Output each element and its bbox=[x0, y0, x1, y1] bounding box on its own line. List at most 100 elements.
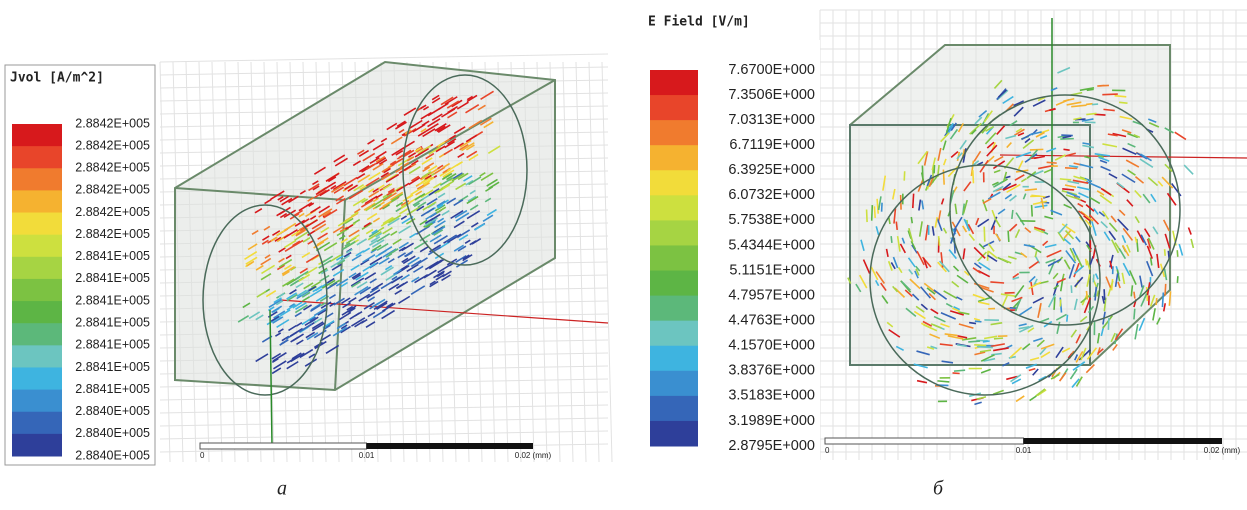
field-arrow bbox=[431, 226, 446, 236]
field-arrow bbox=[1009, 194, 1017, 202]
field-arrow bbox=[391, 157, 404, 167]
field-arrow bbox=[247, 243, 258, 251]
field-arrow bbox=[1068, 164, 1079, 168]
field-arrow bbox=[323, 210, 331, 217]
field-arrow bbox=[267, 306, 275, 312]
legend-title: E Field [V/m] bbox=[648, 15, 750, 30]
field-arrow bbox=[308, 202, 315, 207]
field-arrow bbox=[1071, 378, 1080, 388]
scale-label: 0.02 (mm) bbox=[515, 451, 552, 460]
legend-swatch bbox=[12, 367, 62, 391]
legend-label: 2.8842E+005 bbox=[75, 183, 150, 197]
field-arrow bbox=[1082, 142, 1090, 146]
field-arrow bbox=[1107, 280, 1114, 297]
grid-line bbox=[159, 378, 609, 388]
field-arrow bbox=[1015, 212, 1025, 226]
field-arrow bbox=[348, 189, 364, 200]
field-arrow bbox=[366, 162, 377, 171]
axis-y bbox=[269, 309, 273, 446]
field-arrow bbox=[947, 335, 964, 340]
grid-line bbox=[159, 430, 609, 440]
field-arrow bbox=[456, 229, 471, 239]
field-arrow bbox=[423, 269, 437, 279]
field-arrow bbox=[440, 96, 454, 106]
legend-swatch bbox=[650, 295, 698, 322]
legend-swatch bbox=[12, 256, 62, 280]
field-arrow bbox=[1035, 388, 1046, 397]
field-arrow bbox=[310, 205, 321, 214]
legend-swatch bbox=[650, 420, 698, 447]
field-arrow bbox=[335, 197, 346, 205]
field-arrow bbox=[1012, 272, 1020, 279]
field-arrow bbox=[437, 204, 444, 209]
field-arrow bbox=[993, 169, 1001, 174]
field-arrow bbox=[1081, 118, 1094, 122]
field-arrow bbox=[378, 184, 385, 190]
legend-label: 4.7957E+000 bbox=[728, 287, 815, 303]
legend-title: Jvol [A/m^2] bbox=[10, 71, 104, 86]
legend-swatch bbox=[650, 395, 698, 422]
field-arrow bbox=[301, 251, 311, 259]
field-arrow bbox=[1068, 264, 1075, 279]
field-arrow bbox=[367, 230, 382, 241]
field-arrow bbox=[1075, 254, 1083, 268]
field-arrow bbox=[1152, 226, 1159, 235]
scale-bar-white bbox=[199, 442, 367, 450]
field-arrow bbox=[381, 173, 391, 181]
field-arrow bbox=[346, 305, 354, 311]
grid-line bbox=[159, 61, 171, 463]
field-arrow bbox=[1121, 129, 1132, 134]
field-arrow bbox=[417, 257, 428, 265]
field-arrow bbox=[1056, 321, 1061, 335]
field-arrow bbox=[1007, 255, 1017, 260]
field-arrow bbox=[1110, 215, 1117, 223]
field-arrow bbox=[311, 254, 320, 261]
caption: а bbox=[277, 478, 287, 500]
field-arrow bbox=[432, 182, 442, 189]
field-arrow bbox=[341, 297, 351, 305]
field-arrow bbox=[1108, 222, 1118, 233]
field-arrow bbox=[920, 303, 929, 311]
field-arrow bbox=[342, 302, 351, 309]
field-arrow bbox=[930, 308, 939, 315]
field-arrow bbox=[360, 199, 374, 208]
field-arrow bbox=[466, 150, 478, 159]
field-arrow bbox=[443, 148, 453, 156]
field-arrow bbox=[1007, 230, 1010, 242]
field-arrow bbox=[382, 183, 393, 191]
field-arrow bbox=[1126, 199, 1134, 207]
field-arrow bbox=[1174, 131, 1187, 141]
field-arrow bbox=[330, 184, 337, 190]
field-arrow bbox=[378, 159, 388, 166]
field-arrow bbox=[380, 266, 394, 276]
field-arrow bbox=[404, 250, 414, 258]
field-arrow bbox=[271, 352, 282, 360]
field-arrow bbox=[273, 360, 287, 370]
field-arrow bbox=[451, 172, 465, 182]
field-arrow bbox=[1149, 257, 1153, 266]
field-arrow bbox=[275, 300, 284, 306]
field-arrow bbox=[1176, 250, 1179, 257]
field-arrow bbox=[992, 389, 1004, 396]
field-arrow bbox=[1162, 219, 1170, 232]
legend-swatch bbox=[12, 301, 62, 324]
field-arrow bbox=[1140, 293, 1148, 307]
field-arrow bbox=[1047, 293, 1057, 308]
field-arrow bbox=[956, 343, 967, 348]
field-arrow bbox=[933, 289, 948, 300]
field-arrow bbox=[1087, 305, 1095, 314]
field-arrow bbox=[306, 332, 319, 341]
field-arrow bbox=[1002, 362, 1010, 367]
field-arrow bbox=[1084, 177, 1093, 183]
field-arrow bbox=[457, 172, 469, 181]
field-arrow bbox=[442, 169, 455, 178]
field-arrow bbox=[335, 255, 344, 261]
field-arrow bbox=[980, 368, 991, 374]
field-arrow bbox=[1043, 168, 1052, 174]
field-arrow bbox=[916, 250, 925, 266]
field-arrow bbox=[335, 195, 345, 202]
field-arrow bbox=[979, 159, 989, 173]
field-arrow bbox=[419, 233, 431, 242]
field-arrow bbox=[1018, 306, 1033, 316]
field-arrow bbox=[1039, 134, 1048, 140]
